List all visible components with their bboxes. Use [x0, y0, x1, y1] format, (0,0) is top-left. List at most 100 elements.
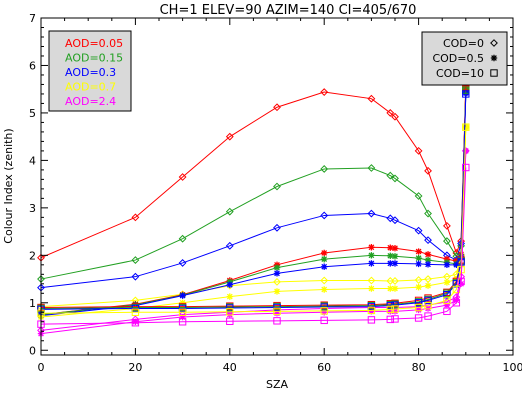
cod-legend-square-icon: [490, 69, 498, 77]
data-point: [178, 308, 187, 316]
aod-legend-entry: AOD=0.05: [65, 37, 123, 50]
data-point: [320, 316, 328, 325]
data-point: [415, 283, 422, 291]
data-point: [462, 90, 470, 98]
data-point: [320, 276, 329, 285]
series-layer: [37, 82, 470, 337]
data-point: [443, 237, 451, 245]
data-point: [391, 301, 399, 309]
data-point: [391, 253, 399, 260]
data-point: [367, 276, 376, 285]
data-point: [424, 166, 432, 175]
data-point: [391, 308, 399, 315]
data-point: [131, 319, 140, 327]
data-point: [367, 164, 376, 172]
data-point: [273, 223, 281, 232]
series: [37, 89, 470, 292]
y-tick-label: 2: [29, 249, 36, 262]
cod-legend-entry: COD=10: [436, 67, 484, 80]
data-point: [387, 308, 394, 315]
data-point: [273, 288, 281, 295]
series-line: [40, 127, 467, 314]
data-point: [131, 256, 140, 264]
data-point: [453, 275, 460, 283]
data-point: [414, 299, 423, 307]
data-point: [386, 315, 394, 324]
data-point: [179, 313, 186, 321]
data-point: [321, 255, 328, 263]
data-point: [321, 263, 328, 270]
data-point: [457, 277, 465, 286]
data-point: [424, 261, 432, 268]
data-point: [367, 302, 376, 311]
data-point: [391, 216, 399, 225]
y-tick-label: 5: [29, 107, 36, 120]
series-line: [40, 127, 467, 308]
data-point: [320, 303, 328, 311]
series-line: [40, 92, 467, 289]
series: [37, 163, 470, 328]
data-point: [320, 211, 329, 220]
x-tick-label: 20: [128, 361, 142, 374]
data-point: [368, 308, 375, 315]
y-tick-label: 0: [29, 344, 36, 357]
cod-legend-diamond-icon: [490, 39, 498, 47]
series: [37, 123, 470, 317]
data-point: [443, 221, 451, 230]
data-point: [424, 256, 432, 264]
data-point: [443, 307, 451, 316]
data-point: [273, 270, 281, 277]
data-point: [424, 296, 432, 305]
data-point: [320, 88, 329, 96]
data-point: [273, 182, 281, 191]
data-point: [424, 209, 432, 218]
data-point: [225, 207, 234, 216]
data-point: [225, 241, 234, 250]
data-point: [273, 310, 281, 317]
data-point: [443, 261, 451, 269]
data-point: [391, 112, 399, 121]
data-point: [414, 314, 423, 322]
data-point: [391, 315, 399, 323]
y-axis-label: Colour Index (zenith): [2, 128, 15, 243]
data-point: [226, 293, 233, 300]
data-point: [424, 251, 432, 258]
y-tick-label: 6: [29, 59, 36, 72]
data-point: [178, 259, 187, 267]
data-point: [443, 291, 451, 299]
data-point: [273, 103, 281, 112]
data-point: [443, 255, 451, 263]
series-line: [40, 86, 467, 259]
data-point: [321, 286, 328, 293]
data-point: [424, 301, 432, 310]
series-line: [40, 167, 467, 325]
data-point: [178, 234, 187, 243]
data-point: [179, 299, 186, 306]
data-point: [273, 317, 281, 325]
data-point: [452, 280, 461, 288]
data-point: [462, 123, 470, 131]
data-point: [453, 261, 460, 269]
data-point: [414, 146, 423, 155]
data-point: [131, 213, 140, 222]
data-point: [367, 209, 376, 218]
x-tick-label: 40: [223, 361, 237, 374]
data-point: [387, 285, 394, 292]
series: [37, 123, 469, 321]
series-line: [40, 90, 467, 280]
x-tick-label: 80: [412, 361, 426, 374]
data-point: [462, 123, 469, 131]
y-tick-label: 1: [29, 297, 36, 310]
aod-legend-entry: AOD=0.3: [65, 66, 116, 79]
data-point: [415, 254, 422, 262]
data-point: [226, 281, 233, 288]
data-point: [225, 132, 234, 141]
data-point: [443, 301, 451, 309]
data-point: [368, 244, 375, 251]
data-point: [273, 303, 281, 312]
data-point: [415, 306, 422, 314]
data-point: [386, 305, 394, 314]
y-tick-label: 4: [29, 154, 36, 167]
